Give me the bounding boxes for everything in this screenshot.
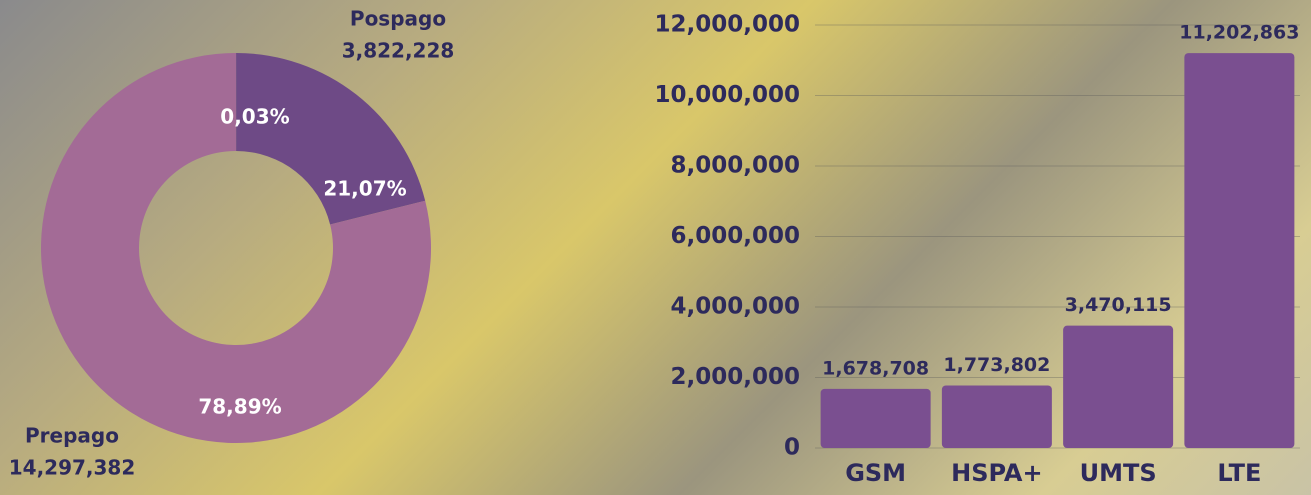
segment-label: 21,07% (323, 177, 406, 201)
bar-label: 1,678,708 (822, 357, 929, 379)
x-tick-label: LTE (1217, 459, 1261, 487)
bar-label: 11,202,863 (1179, 22, 1299, 44)
x-tick-label: HSPA+ (951, 459, 1042, 487)
bar (820, 388, 931, 448)
bar (1184, 53, 1295, 448)
bar-label: 1,773,802 (943, 354, 1050, 376)
y-tick-label: 0 (784, 435, 800, 461)
segment-name: Pospago (350, 7, 446, 31)
segment-label: 0,03% (220, 105, 289, 129)
y-tick-label: 12,000,000 (654, 12, 800, 38)
y-tick-label: 4,000,000 (671, 294, 801, 320)
y-tick-label: 2,000,000 (671, 364, 801, 390)
segment-name: Prepago (25, 424, 119, 448)
y-tick-label: 10,000,000 (654, 82, 800, 108)
bar (1063, 325, 1174, 448)
segment-amount: 3,822,228 (342, 39, 455, 63)
bar (941, 385, 1052, 448)
donut-segment (236, 53, 426, 225)
segment-label: 78,89% (198, 395, 281, 419)
segment-amount: 14,297,382 (9, 456, 136, 480)
x-tick-label: GSM (845, 459, 906, 487)
bar-label: 3,470,115 (1065, 294, 1172, 316)
y-tick-label: 6,000,000 (671, 223, 801, 249)
x-tick-label: UMTS (1080, 459, 1157, 487)
donut-segment (41, 53, 432, 444)
y-tick-label: 8,000,000 (671, 153, 801, 179)
